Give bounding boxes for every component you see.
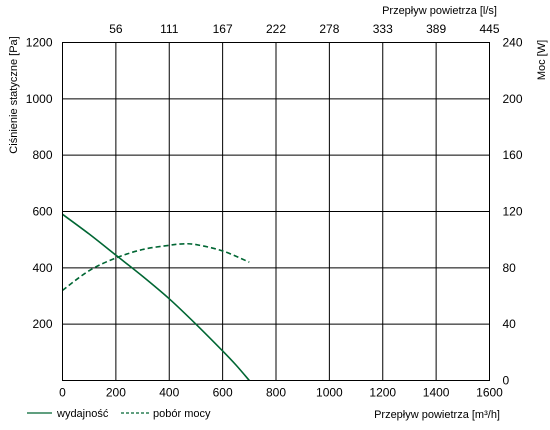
x-top-tick-label: 167 [213,22,233,36]
y-right-tick-label: 160 [503,148,523,162]
series-line-pobor-mocy [62,242,250,292]
x-top-tick-label: 56 [109,22,123,36]
series-layer [62,213,250,382]
y-right-tick-label: 80 [503,261,517,275]
series-line-wydajnosc [62,213,250,382]
x-tick-label: 0 [59,386,66,400]
x-top-axis-label: Przepływ powietrza [l/s] [382,5,497,17]
y-left-tick-label: 400 [32,261,52,275]
y-left-tick-label: 1200 [26,36,53,50]
y-right-axis-label: Moc [W] [536,40,548,80]
x-tick-label: 1200 [369,386,396,400]
y-left-axis-label: Ciśnienie statyczne [Pa] [8,36,20,153]
x-tick-label: 1000 [316,386,343,400]
x-top-tick-label: 222 [266,22,286,36]
y-right-tick-label: 240 [503,36,523,50]
x-top-tick-label: 278 [319,22,339,36]
y-right-tick-label: 0 [503,374,510,388]
grid-layer [62,42,490,381]
y-left-tick-label: 600 [32,205,52,219]
x-top-tick-label: 389 [426,22,446,36]
x-tick-label: 400 [159,386,179,400]
x-tick-label: 1400 [423,386,450,400]
x-top-tick-label: 445 [479,22,499,36]
y-left-tick-label: 200 [32,317,52,331]
y-right-tick-label: 120 [503,205,523,219]
tick-layer: 0 200 400 600 800 1000 1200 1400 160020040060080… [26,22,523,400]
x-tick-label: 200 [106,386,126,400]
legend: wydajność pobór mocy [27,408,211,420]
legend-label-pobor-mocy: pobór mocy [153,408,211,420]
x-tick-label: 1600 [476,386,503,400]
x-top-tick-label: 333 [373,22,393,36]
plot-frame [62,42,490,381]
y-left-tick-label: 1000 [26,92,53,106]
legend-label-wydajnosc: wydajność [56,408,109,420]
y-left-tick-label: 800 [32,148,52,162]
x-tick-label: 800 [266,386,286,400]
y-right-tick-label: 200 [503,92,523,106]
x-tick-label: 600 [213,386,233,400]
y-right-tick-label: 40 [503,317,517,331]
x-top-tick-label: 111 [160,22,179,36]
x-bottom-axis-label: Przepływ powietrza [m³/h] [374,409,500,421]
